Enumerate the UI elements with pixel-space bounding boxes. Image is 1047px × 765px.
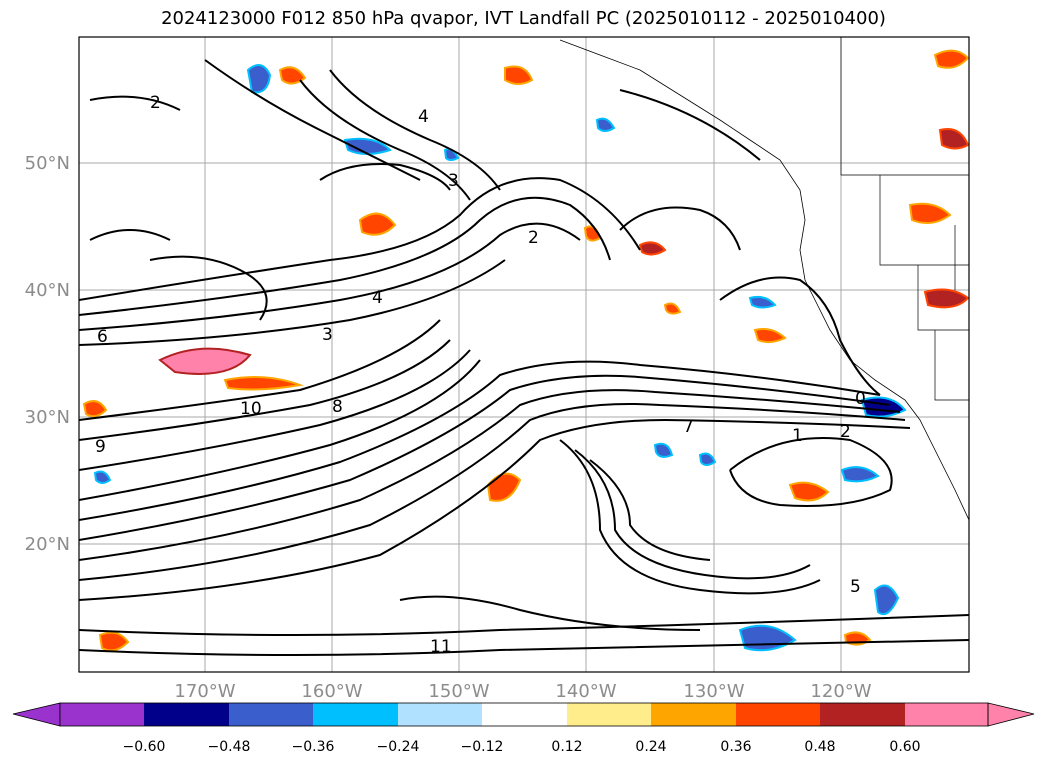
contour-label: 2 bbox=[840, 422, 851, 442]
colorbar-tick-label: 0.60 bbox=[889, 739, 920, 755]
lat-tick-label: 50°N bbox=[25, 153, 70, 174]
contour-label: 9 bbox=[95, 437, 106, 457]
ivt-contours bbox=[79, 59, 969, 656]
contour-label: 7 bbox=[683, 417, 694, 437]
lon-tick-label: 120°W bbox=[810, 681, 871, 702]
state-borders bbox=[840, 37, 969, 401]
colorbar-tick-label: 0.24 bbox=[635, 739, 666, 755]
contour-label: 4 bbox=[418, 107, 429, 127]
colorbar: −0.60 −0.48 −0.36 −0.24 −0.12 0.12 0.24 … bbox=[12, 702, 1035, 755]
colorbar-segment bbox=[567, 703, 651, 726]
colorbar-tick-label: −0.12 bbox=[461, 739, 504, 755]
colorbar-segment bbox=[651, 703, 736, 726]
colorbar-segment bbox=[905, 703, 988, 726]
contour-label: 5 bbox=[850, 577, 861, 597]
colorbar-extend-right bbox=[987, 702, 1035, 727]
lon-tick-label: 170°W bbox=[174, 681, 235, 702]
lat-tick-label: 20°N bbox=[25, 534, 70, 555]
contour-label: 10 bbox=[240, 399, 262, 419]
map-panel: 2 4 3 2 6 10 9 8 1 0 2 4 3 7 11 5 bbox=[79, 37, 969, 672]
colorbar-tick-label: 0.36 bbox=[720, 739, 751, 755]
contour-label: 2 bbox=[150, 93, 161, 113]
colorbar-tick-label: −0.36 bbox=[292, 739, 335, 755]
contour-label: 2 bbox=[528, 228, 539, 248]
colorbar-tick-label: 0.12 bbox=[551, 739, 582, 755]
contour-label: 11 bbox=[430, 637, 452, 657]
lat-tick-label: 30°N bbox=[25, 407, 70, 428]
contour-label: 3 bbox=[448, 171, 459, 191]
latitude-ticks: 50°N 40°N 30°N 20°N bbox=[25, 153, 70, 555]
colorbar-segment bbox=[736, 703, 820, 726]
contour-label: 8 bbox=[332, 397, 343, 417]
colorbar-tick-label: −0.24 bbox=[377, 739, 420, 755]
contour-label: 6 bbox=[97, 327, 108, 347]
contour-label: 0 bbox=[855, 389, 866, 409]
colorbar-segment bbox=[144, 703, 229, 726]
colorbar-segment bbox=[229, 703, 313, 726]
colorbar-tick-label: −0.60 bbox=[123, 739, 166, 755]
map-frame bbox=[78, 36, 970, 673]
colorbar-segment bbox=[820, 703, 905, 726]
contour-label: 4 bbox=[372, 288, 383, 308]
contour-labels: 2 4 3 2 6 10 9 8 1 0 2 4 3 7 11 5 bbox=[95, 93, 866, 657]
colorbar-extend-left bbox=[12, 702, 61, 727]
colorbar-segment bbox=[60, 703, 144, 726]
lon-tick-label: 150°W bbox=[428, 681, 489, 702]
lon-tick-label: 140°W bbox=[555, 681, 616, 702]
colorbar-frame bbox=[59, 702, 989, 727]
colorbar-segment bbox=[398, 703, 482, 726]
contour-label: 3 bbox=[322, 325, 333, 345]
positive-anomaly-fills bbox=[82, 49, 969, 652]
colorbar-tick-label: 0.48 bbox=[804, 739, 835, 755]
lon-tick-label: 130°W bbox=[683, 681, 744, 702]
longitude-ticks: 170°W 160°W 150°W 140°W 130°W 120°W bbox=[174, 681, 871, 702]
colorbar-segment bbox=[313, 703, 398, 726]
map-title: 2024123000 F012 850 hPa qvapor, IVT Land… bbox=[161, 8, 886, 29]
lon-tick-label: 160°W bbox=[301, 681, 362, 702]
lat-tick-label: 40°N bbox=[25, 280, 70, 301]
colorbar-segment bbox=[482, 703, 567, 726]
colorbar-tick-label: −0.48 bbox=[208, 739, 251, 755]
coastline bbox=[559, 39, 969, 521]
contour-label: 1 bbox=[792, 426, 803, 446]
